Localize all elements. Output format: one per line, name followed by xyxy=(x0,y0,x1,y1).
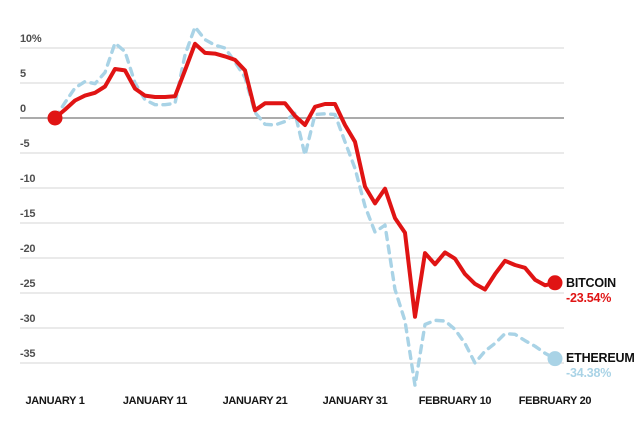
bitcoin-line xyxy=(53,41,557,319)
bitcoin-label: BITCOIN xyxy=(566,276,616,290)
x-tick-label: JANUARY 1 xyxy=(25,395,84,407)
y-tick-label: -30 xyxy=(20,313,35,325)
x-tick-label: JANUARY 11 xyxy=(123,395,187,407)
y-tick-label: -35 xyxy=(20,348,35,360)
x-tick-label: FEBRUARY 10 xyxy=(419,395,492,407)
y-tick-label: -25 xyxy=(20,278,35,290)
y-tick-label: 10% xyxy=(20,33,42,45)
y-tick-label: -15 xyxy=(20,208,35,220)
ethereum-end-dot xyxy=(547,351,563,367)
ethereum-final-value: -34.38% xyxy=(566,366,612,380)
bitcoin-start-dot xyxy=(47,110,63,126)
ethereum-legend: ETHEREUM -34.38% xyxy=(566,352,640,380)
x-tick-label: JANUARY 21 xyxy=(223,395,288,407)
ethereum-label: ETHEREUM xyxy=(566,351,635,365)
y-tick-label: 0 xyxy=(20,103,26,115)
y-tick-label: 5 xyxy=(20,68,26,80)
bitcoin-end-dot xyxy=(547,275,563,291)
y-tick-label: -10 xyxy=(20,173,35,185)
x-tick-label: JANUARY 31 xyxy=(323,395,388,407)
x-tick-label: FEBRUARY 20 xyxy=(519,395,592,407)
bitcoin-final-value: -23.54% xyxy=(566,291,612,305)
y-tick-label: -5 xyxy=(20,138,29,150)
y-tick-label: -20 xyxy=(20,243,35,255)
bitcoin-legend: BITCOIN -23.54% xyxy=(566,277,640,305)
